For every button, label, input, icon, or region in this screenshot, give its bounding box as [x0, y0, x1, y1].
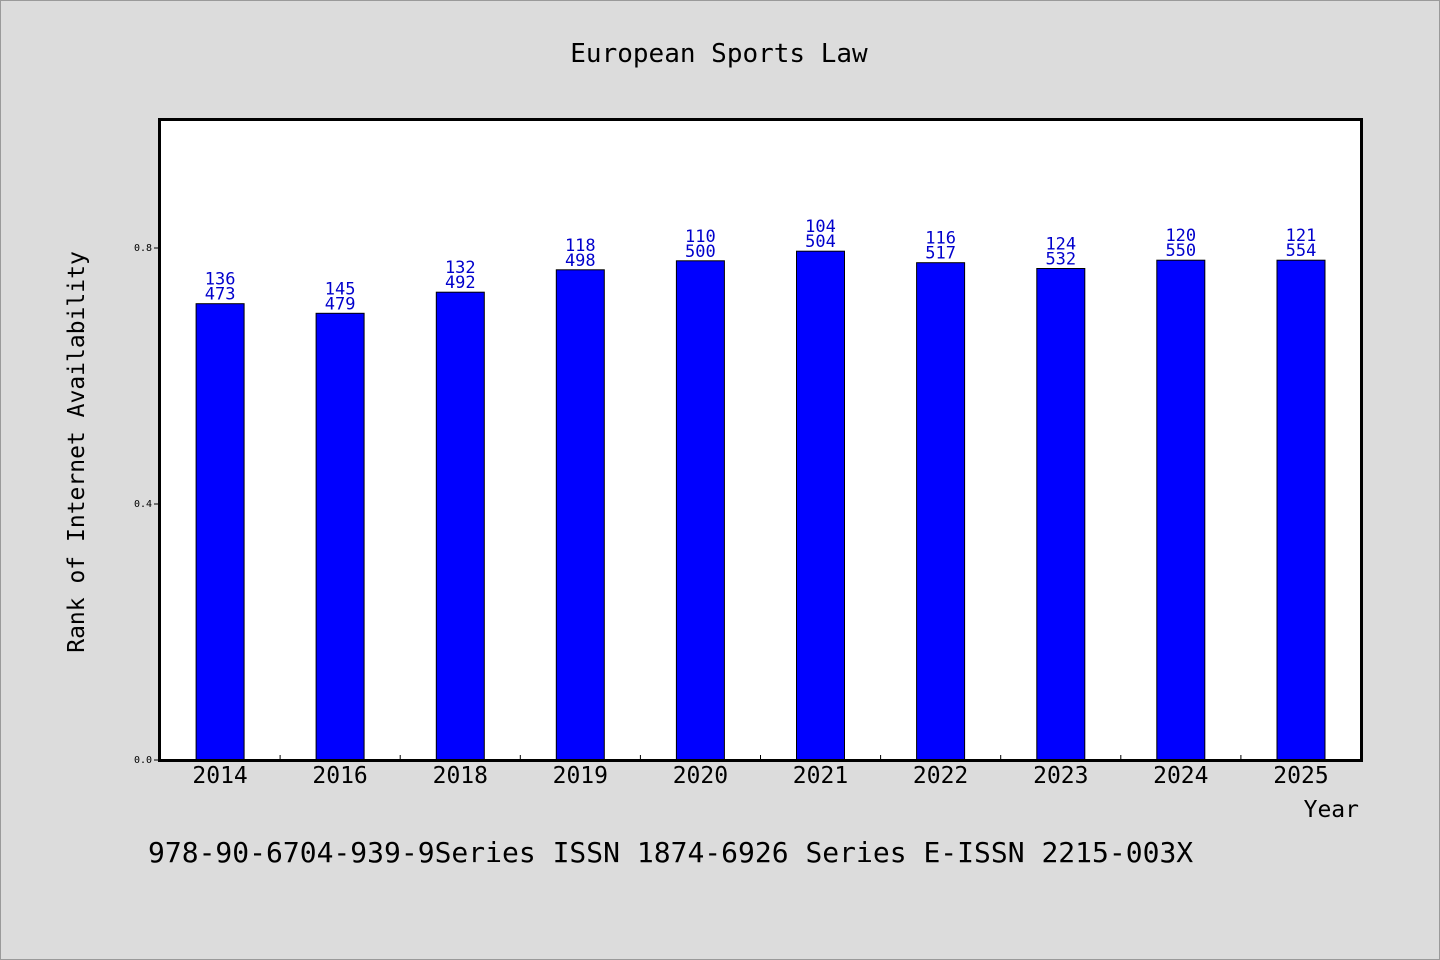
x-axis-ticks: 2014 2016 2018 2019 2020 2021 2022 2023 2024 2025: [192, 755, 1329, 789]
bar-label-bottom-2018: 492: [445, 273, 476, 293]
bar-label-bottom-2025: 554: [1286, 241, 1317, 261]
bar-label-bottom-2022: 517: [925, 244, 956, 264]
bar-2024: [1156, 259, 1206, 761]
bar-label-top-2016: 145: [325, 279, 356, 299]
bar-label-top-2022: 116: [925, 229, 956, 249]
y-tick-label-0.4: 0.4: [134, 499, 152, 510]
footer-isbn-issn: 978-90-6704-939-9Series ISSN 1874-6926 S…: [148, 836, 1193, 869]
bar-2023: [1036, 268, 1086, 761]
x-tick-label-2014: 2014: [192, 763, 247, 789]
bar-label-bottom-2023: 532: [1045, 250, 1076, 270]
chart-title: European Sports Law: [570, 39, 868, 69]
x-tick-label-2020: 2020: [673, 763, 728, 789]
bar-label-top-2023: 124: [1045, 235, 1076, 255]
bar-2014: [195, 303, 245, 761]
y-axis-label: Rank of Internet Availability: [64, 251, 90, 653]
bar-2025: [1276, 259, 1326, 761]
bar-2020: [675, 260, 725, 761]
x-tick-label-2022: 2022: [913, 763, 968, 789]
x-tick-label-2019: 2019: [553, 763, 608, 789]
bar-2021: [796, 250, 845, 761]
bar-2018: [435, 291, 485, 761]
bar-2016: [315, 312, 365, 761]
bars-group: [195, 250, 1326, 761]
bar-label-top-2021: 104: [805, 217, 836, 237]
bar-label-top-2019: 118: [565, 236, 596, 256]
bar-2019: [555, 269, 605, 761]
x-axis-label: Year: [1304, 797, 1359, 823]
x-tick-label-2025: 2025: [1273, 763, 1328, 789]
bar-label-bottom-2014: 473: [205, 285, 236, 305]
bar-label-top-2018: 132: [445, 258, 476, 278]
plot-border: [158, 118, 1363, 762]
bar-label-bottom-2019: 498: [565, 251, 596, 271]
x-tick-label-2021: 2021: [793, 763, 848, 789]
bar-label-top-2014: 136: [205, 270, 236, 290]
bar-label-bottom-2016: 479: [325, 294, 356, 314]
x-tick-label-2018: 2018: [433, 763, 488, 789]
bar-label-bottom-2024: 550: [1165, 241, 1196, 261]
x-tick-label-2016: 2016: [312, 763, 367, 789]
x-tick-label-2023: 2023: [1033, 763, 1088, 789]
bar-label-top-2024: 120: [1165, 226, 1196, 246]
y-axis-ticks: 0.0 0.4 0.8: [134, 243, 160, 766]
y-tick-label-0.0: 0.0: [134, 755, 152, 766]
bar-label-top-2020: 110: [685, 227, 716, 247]
bar-label-bottom-2021: 504: [805, 232, 836, 252]
x-tick-label-2024: 2024: [1153, 763, 1208, 789]
bar-2022: [916, 262, 966, 761]
bar-label-top-2025: 121: [1286, 226, 1317, 246]
bar-label-bottom-2020: 500: [685, 242, 716, 262]
y-tick-label-0.8: 0.8: [134, 243, 152, 254]
